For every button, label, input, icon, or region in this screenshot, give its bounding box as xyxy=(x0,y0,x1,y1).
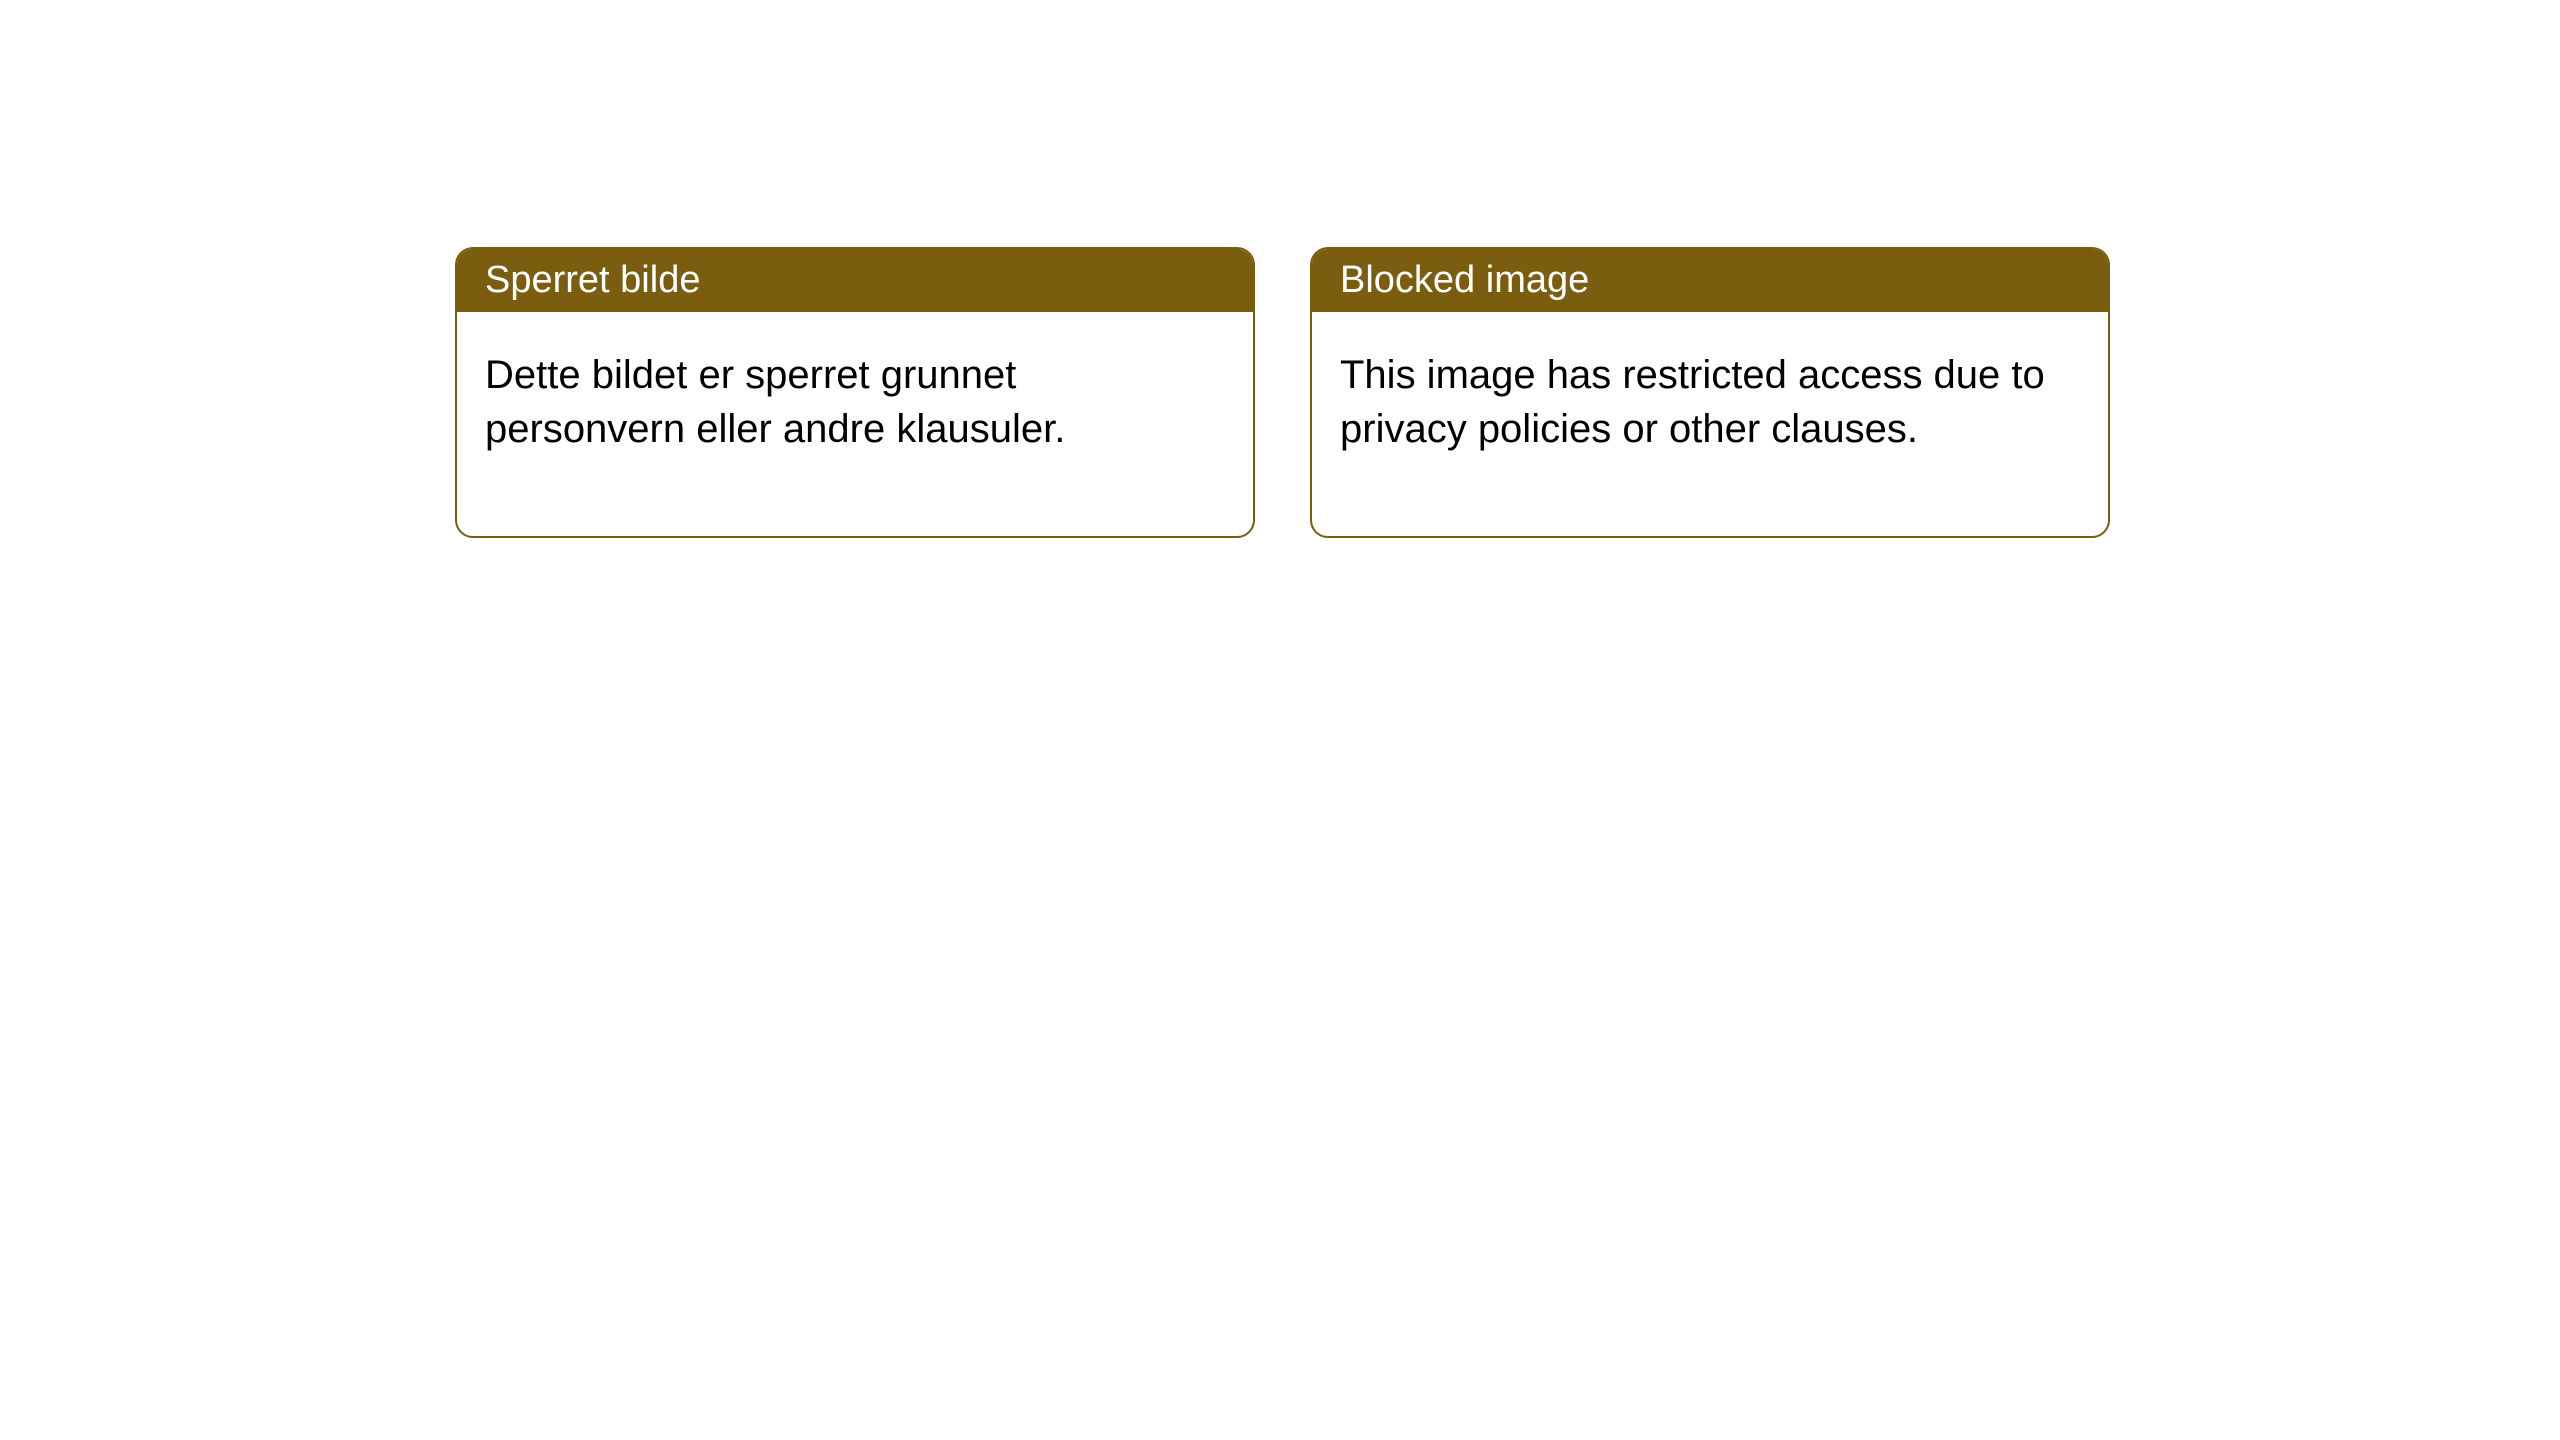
notice-card-english: Blocked image This image has restricted … xyxy=(1310,247,2110,538)
card-message-english: This image has restricted access due to … xyxy=(1312,312,2108,536)
card-title-english: Blocked image xyxy=(1312,249,2108,312)
card-title-norwegian: Sperret bilde xyxy=(457,249,1253,312)
notice-cards-container: Sperret bilde Dette bildet er sperret gr… xyxy=(455,247,2110,538)
card-message-norwegian: Dette bildet er sperret grunnet personve… xyxy=(457,312,1253,536)
notice-card-norwegian: Sperret bilde Dette bildet er sperret gr… xyxy=(455,247,1255,538)
